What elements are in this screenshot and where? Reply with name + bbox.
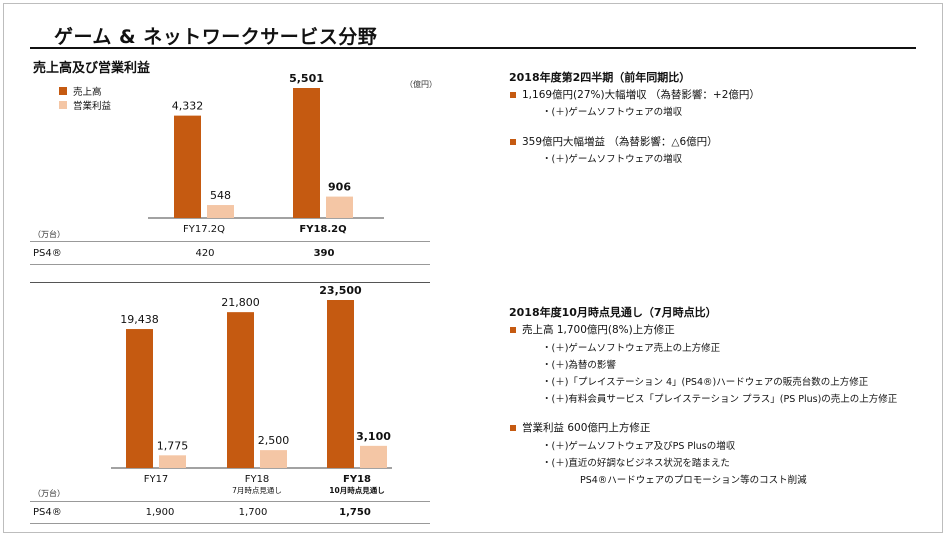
bar-profit-1 [326, 196, 353, 218]
bullet-square-icon [510, 91, 516, 98]
bar-profit-0 [159, 455, 186, 468]
commentary-sub-forecast-sales-2: ・(＋)為替の影響 [542, 360, 616, 371]
commentary-bullet-forecast-sales: 売上高 1,700億円(8%)上方修正 [510, 322, 675, 337]
x-tick-label-0: FY17 [144, 474, 169, 485]
data-label-profit-0: 548 [210, 189, 231, 202]
table-cell-bottom-fy18-jul: 1,700 [238, 507, 268, 518]
table-row-label-top: PS4® [33, 248, 62, 259]
bar-profit-1 [260, 450, 287, 468]
legend-item-sales: 売上高 [59, 84, 111, 98]
bar-profit-0 [207, 205, 234, 218]
commentary-sub-q2-sales: ・(＋)ゲームソフトウェアの増収 [542, 107, 683, 118]
x-tick-label-0: FY17.2Q [183, 224, 225, 235]
x-tick-sublabel-2: 10月時点見通し [329, 485, 384, 495]
data-label-sales-1: 21,800 [221, 296, 260, 309]
commentary-sub-forecast-sales-3: ・(＋)「プレイステーション 4」(PS4®)ハードウェアの販売台数の上方修正 [542, 377, 869, 388]
commentary-heading-q2: 2018年度第2四半期（前年同期比） [509, 71, 691, 84]
slide-frame [3, 3, 943, 533]
bullet-text: 1,169億円(27%)大幅増収 （為替影響：+2億円） [522, 89, 760, 101]
bullet-text: 営業利益 600億円上方修正 [522, 422, 651, 434]
table-rule-top-2 [30, 264, 430, 265]
commentary-heading-forecast: 2018年度10月時点見通し（7月時点比） [509, 306, 717, 319]
commentary-bullet-q2-sales: 1,169億円(27%)大幅増収 （為替影響：+2億円） [510, 87, 760, 102]
bar-sales-0 [174, 115, 201, 218]
bullet-text: 359億円大幅増益 （為替影響：△6億円） [522, 136, 718, 148]
table-cell-top-fy17: 420 [195, 248, 215, 259]
data-label-profit-2: 3,100 [356, 430, 391, 443]
commentary-sub-forecast-profit-2: ・(＋)直近の好調なビジネス状況を踏まえた [542, 458, 730, 469]
chart-legend: 売上高 営業利益 [59, 84, 111, 112]
commentary-bullet-q2-profit: 359億円大幅増益 （為替影響：△6億円） [510, 134, 718, 149]
data-label-sales-0: 4,332 [172, 100, 204, 113]
commentary-sub-forecast-profit-3: PS4®ハードウェアのプロモーション等のコスト削減 [580, 475, 807, 486]
section-divider [30, 282, 430, 283]
unit-label-units-bottom: （万台） [33, 489, 65, 498]
legend-item-profit: 営業利益 [59, 98, 111, 112]
table-cell-top-fy18: 390 [313, 248, 335, 259]
bar-sales-2 [327, 300, 354, 468]
legend-swatch-sales [59, 87, 67, 95]
table-rule-top-1 [30, 241, 430, 242]
bullet-square-icon [510, 326, 516, 333]
legend-label-sales: 売上高 [73, 87, 102, 98]
bullet-square-icon [510, 138, 516, 145]
commentary-bullet-forecast-profit: 営業利益 600億円上方修正 [510, 420, 650, 435]
bar-sales-0 [126, 329, 153, 468]
table-cell-bottom-fy17: 1,900 [145, 507, 175, 518]
legend-label-profit: 営業利益 [73, 101, 112, 112]
section-subtitle: 売上高及び営業利益 [33, 61, 151, 76]
unit-label-units-top: （万台） [33, 230, 65, 239]
data-label-sales-2: 23,500 [319, 284, 362, 297]
bar-sales-1 [227, 312, 254, 468]
table-cell-bottom-fy18-oct: 1,750 [339, 507, 371, 518]
page-title: ゲーム & ネットワークサービス分野 [54, 26, 378, 48]
data-label-sales-1: 5,501 [289, 72, 324, 85]
table-row-label-bottom: PS4® [33, 507, 62, 518]
x-tick-sublabel-1: 7月時点見通し [232, 485, 282, 495]
title-underline [30, 47, 916, 49]
table-rule-bottom-1 [30, 501, 430, 502]
commentary-sub-forecast-sales-1: ・(＋)ゲームソフトウェア売上の上方修正 [542, 343, 721, 354]
data-label-profit-0: 1,775 [157, 439, 189, 452]
commentary-sub-q2-profit: ・(＋)ゲームソフトウェアの増収 [542, 154, 683, 165]
bullet-square-icon [510, 424, 516, 431]
x-tick-label-1: FY18.2Q [299, 224, 346, 235]
unit-label-yen: （億円） [405, 80, 437, 89]
commentary-sub-forecast-sales-4: ・(＋)有料会員サービス「プレイステーション プラス」(PS Plus)の売上の… [542, 394, 898, 405]
legend-swatch-profit [59, 101, 67, 109]
data-label-sales-0: 19,438 [120, 313, 159, 326]
bar-profit-2 [360, 445, 387, 468]
data-label-profit-1: 2,500 [258, 434, 290, 447]
commentary-sub-forecast-profit-1: ・(＋)ゲームソフトウェア及びPS Plusの増収 [542, 441, 736, 452]
bar-sales-1 [293, 88, 320, 218]
x-tick-label-1: FY18 [245, 474, 270, 485]
data-label-profit-1: 906 [328, 181, 351, 194]
bullet-text: 売上高 1,700億円(8%)上方修正 [522, 324, 675, 336]
table-rule-bottom-2 [30, 523, 430, 524]
x-tick-label-2: FY18 [343, 474, 371, 485]
